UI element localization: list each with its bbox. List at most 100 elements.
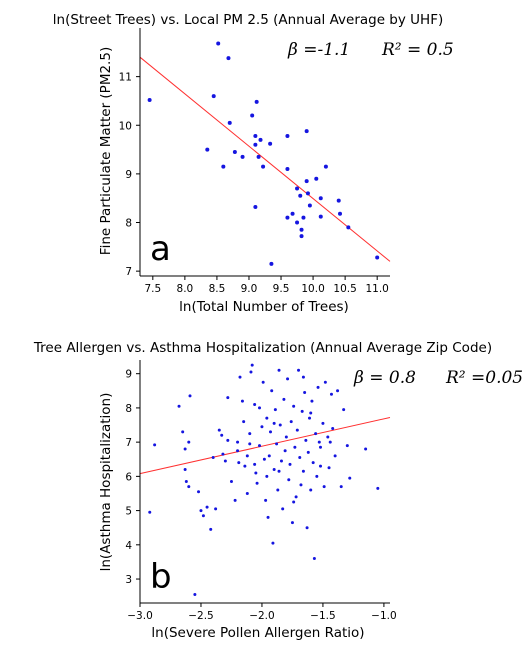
chart-b-data-point [262, 457, 266, 461]
chart-b-x-tick-label: −1.5 [310, 610, 336, 622]
chart-b-data-point [278, 423, 282, 427]
chart-b-data-point [183, 447, 187, 451]
chart-b-data-point [327, 466, 331, 470]
chart-b-data-point [193, 592, 197, 596]
chart-a-data-point [338, 211, 342, 216]
chart-b-y-tick-label: 3 [125, 574, 132, 586]
chart-b-data-point [328, 440, 332, 444]
chart-b-data-point [303, 391, 307, 395]
chart-b-data-point [229, 480, 233, 483]
chart-a-data-point [307, 203, 312, 208]
chart-a-fit-line-group [139, 56, 391, 262]
chart-a-data-point [290, 211, 295, 216]
chart-b-data-point [295, 428, 299, 432]
chart-b-data-point [310, 399, 314, 403]
chart-b-data-point [288, 462, 292, 466]
chart-a-data-point [253, 204, 258, 209]
chart-b-y-tick-label: 9 [125, 369, 132, 381]
chart-b-data-point [292, 404, 296, 408]
chart-b-data-point [201, 514, 205, 518]
chart-b-data-point [364, 447, 368, 451]
chart-a-ticks: 7.5 8.0 8.5 9.0 9.5 10.0 10.5 11.0 7 8 9 10 11 [119, 72, 389, 295]
chart-b-data-point [205, 505, 209, 509]
chart-b-fit-line [139, 417, 391, 475]
chart-b-data-point [376, 486, 380, 490]
chart-b-data-point [348, 476, 352, 480]
chart-b: Tree Allergen vs. Asthma Hospitalization… [33, 340, 523, 641]
chart-b-data-point [294, 495, 298, 499]
chart-b-data-point [298, 456, 302, 460]
chart-b-x-tick-label: −2.0 [249, 610, 275, 622]
chart-b-data-point [184, 480, 188, 483]
chart-b-data-point [265, 474, 269, 478]
chart-a-x-tick-label: 8.5 [209, 283, 226, 295]
chart-a-data-point [318, 196, 323, 201]
chart-a-x-tick-label: 10.0 [301, 283, 324, 295]
chart-b-data-point [253, 402, 257, 406]
chart-b-data-point [318, 464, 322, 468]
chart-b-data-point [336, 389, 340, 393]
chart-b-data-point [270, 389, 274, 393]
chart-b-x-tick-label: −1.0 [371, 610, 397, 622]
chart-b-data-point [214, 507, 218, 511]
chart-b-data-point [183, 468, 187, 472]
chart-b-data-point [326, 435, 330, 439]
chart-a-data-point [285, 215, 290, 220]
chart-b-data-point [181, 430, 185, 434]
chart-b-data-point [211, 456, 215, 460]
chart-b-data-point [268, 430, 272, 434]
chart-a-data-point [314, 176, 319, 181]
chart-b-data-point [209, 527, 213, 531]
chart-a-data-point [299, 234, 304, 239]
chart-b-y-tick-label: 4 [125, 540, 132, 552]
chart-b-x-axis-label: ln(Severe Pollen Allergen Ratio) [151, 625, 364, 641]
chart-b-data-point [245, 491, 249, 495]
chart-b-data-point [282, 397, 286, 401]
chart-b-data-point [177, 404, 181, 408]
chart-b-data-point [312, 557, 316, 561]
chart-a-data-point [240, 154, 245, 159]
chart-a-y-tick-label: 11 [119, 72, 132, 84]
chart-a-data-point [211, 94, 216, 99]
chart-a-data-point [299, 227, 304, 232]
chart-b-data-point [272, 468, 276, 472]
chart-b-data-point [333, 454, 337, 458]
chart-b-data-point [188, 394, 192, 398]
chart-b-y-tick-label: 7 [125, 437, 132, 449]
chart-b-data-point [297, 368, 301, 372]
chart-b-data-point [237, 461, 241, 465]
chart-b-data-point [300, 409, 304, 413]
chart-a-data-point [250, 113, 255, 118]
chart-b-data-point [301, 375, 305, 379]
chart-b-data-point [309, 411, 313, 415]
chart-b-data-point [290, 521, 294, 525]
chart-a-fit-line [139, 56, 391, 262]
chart-b-y-tick-label: 5 [125, 506, 132, 518]
chart-b-ticks: −3.0 −2.5 −2.0 −1.5 −1.0 3 4 5 6 7 8 9 [125, 369, 396, 622]
chart-b-r2-annotation: R² =0.05 [445, 368, 523, 388]
chart-b-data-point [318, 445, 322, 449]
chart-b-data-point [331, 426, 335, 430]
chart-b-fit-line-group [139, 417, 391, 475]
chart-a-data-point [318, 214, 323, 219]
chart-a-y-axis-label: Fine Particulate Matter (PM2.5) [98, 47, 114, 255]
chart-b-data-point [329, 392, 333, 396]
chart-a-data-point [268, 141, 273, 146]
chart-b-data-point [283, 449, 287, 453]
chart-a-x-tick-label: 8.0 [177, 283, 194, 295]
chart-a-x-tick-label: 9.5 [273, 283, 290, 295]
chart-a-data-point [269, 261, 274, 266]
chart-a-y-tick-label: 8 [125, 218, 132, 230]
chart-b-data-point [260, 425, 264, 429]
chart-a-data-point [375, 255, 380, 260]
chart-b-data-point [306, 450, 310, 454]
chart-b-data-point [248, 432, 252, 436]
chart-a-data-point [346, 225, 351, 230]
chart-a-panel-letter: a [150, 229, 171, 269]
chart-b-data-point [266, 515, 270, 519]
chart-a-data-point [253, 133, 258, 138]
chart-b-data-point [221, 452, 225, 456]
chart-a-data-point [323, 164, 328, 169]
chart-b-data-point [238, 375, 242, 379]
chart-b-data-point [323, 380, 327, 384]
